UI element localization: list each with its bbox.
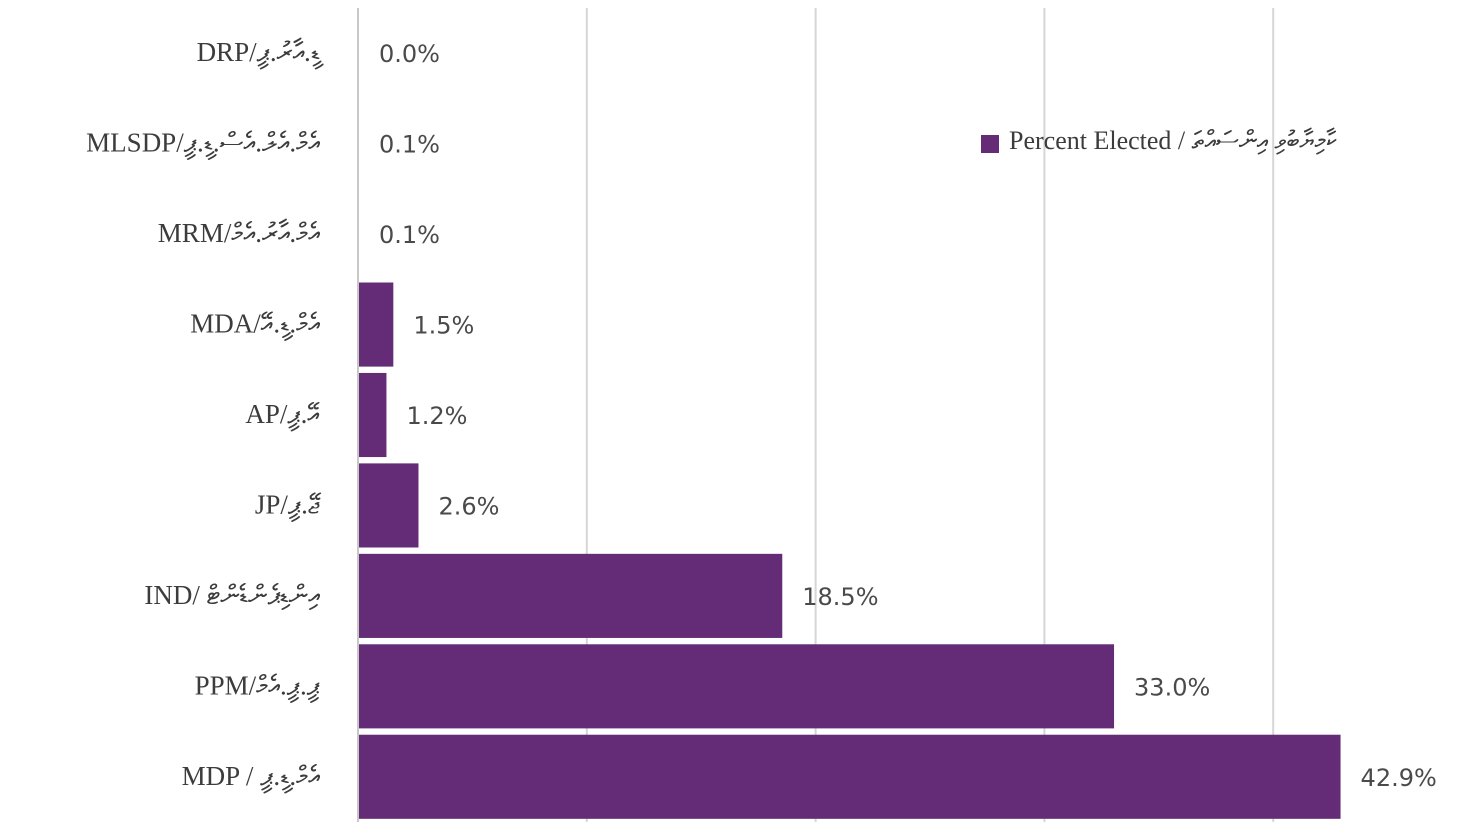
legend: Percent Elected / ކާމިޔާބުވި އިންސައްތަ xyxy=(981,126,1337,155)
legend-swatch xyxy=(981,135,999,153)
bar xyxy=(359,734,1341,819)
category-label: DRP/ޑީ.އާރު.ޕީ xyxy=(197,37,325,69)
category-label: PPM/ޕީ.ޕީ.އެމް xyxy=(195,670,320,702)
bars xyxy=(359,282,1341,819)
data-label: 0.1% xyxy=(379,221,440,249)
legend-label: Percent Elected / ކާމިޔާބުވި އިންސައްތަ xyxy=(1009,126,1337,155)
bar xyxy=(359,282,394,367)
data-label: 18.5% xyxy=(802,583,878,611)
data-label: 33.0% xyxy=(1134,673,1210,701)
category-label: AP/އޭ.ޕީ xyxy=(245,399,320,431)
bar xyxy=(359,372,387,458)
category-label: MLSDP/އެމް.އެލް.އެސް.ޑީ.ޕީ xyxy=(86,128,320,160)
category-labels: DRP/ޑީ.އާރު.ޕީ MLSDP/އެމް.އެލް.އެސް.ޑީ.ޕީ… xyxy=(86,37,324,793)
data-label: 0.0% xyxy=(379,40,440,68)
category-label: JP/ޖޭ.ޕީ xyxy=(255,489,322,521)
category-label: MDA/އެމް.ޑީ.އޭ xyxy=(190,309,320,341)
data-label: 1.2% xyxy=(406,402,467,430)
category-label: IND/ އިންޑިޕެންޑެންޓް xyxy=(144,580,320,610)
data-label: 42.9% xyxy=(1361,764,1437,792)
data-label: 0.1% xyxy=(379,131,440,159)
category-label: MRM/އެމް.އާރު.އެމް xyxy=(158,218,320,248)
bar xyxy=(359,553,783,638)
bar xyxy=(359,463,419,548)
value-labels: 0.0% 0.1% 0.1% 1.5% 1.2% 2.6% 18.5% 33.0% 42.9% xyxy=(379,40,1437,792)
data-label: 2.6% xyxy=(438,492,499,520)
bar xyxy=(359,644,1115,729)
category-label: MDP / އެމް.ޑީ.ޕީ xyxy=(182,761,321,793)
data-label: 1.5% xyxy=(413,312,474,340)
